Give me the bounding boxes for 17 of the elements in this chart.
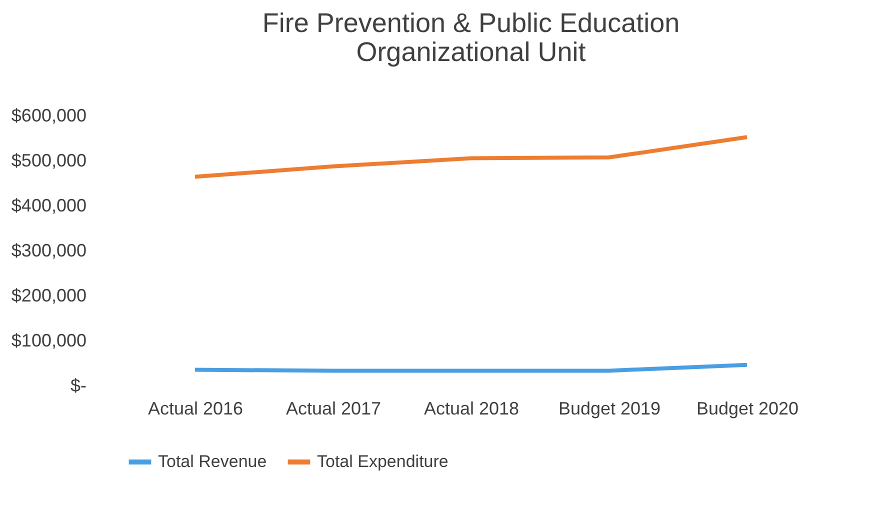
y-tick-label: $600,000 xyxy=(11,106,86,126)
y-tick-label: $500,000 xyxy=(11,150,86,170)
x-tick-label: Actual 2016 xyxy=(148,398,244,418)
text: Organizational Unit xyxy=(356,37,586,67)
y-tick-label: $- xyxy=(70,376,86,396)
y-tick-label: $100,000 xyxy=(11,330,86,350)
x-tick-label: Actual 2017 xyxy=(286,398,382,418)
text: Fire Prevention & Public Education xyxy=(262,8,680,38)
x-tick-label: Budget 2020 xyxy=(696,398,799,418)
y-tick-label: $200,000 xyxy=(11,286,86,306)
y-tick-label: $300,000 xyxy=(11,240,86,260)
x-tick-label: Actual 2018 xyxy=(424,398,520,418)
x-tick-label: Budget 2019 xyxy=(558,398,661,418)
y-tick-label: $400,000 xyxy=(11,196,86,216)
legend-label: Total Expenditure xyxy=(317,452,448,471)
legend-label: Total Revenue xyxy=(158,452,267,471)
line-series xyxy=(193,135,749,179)
